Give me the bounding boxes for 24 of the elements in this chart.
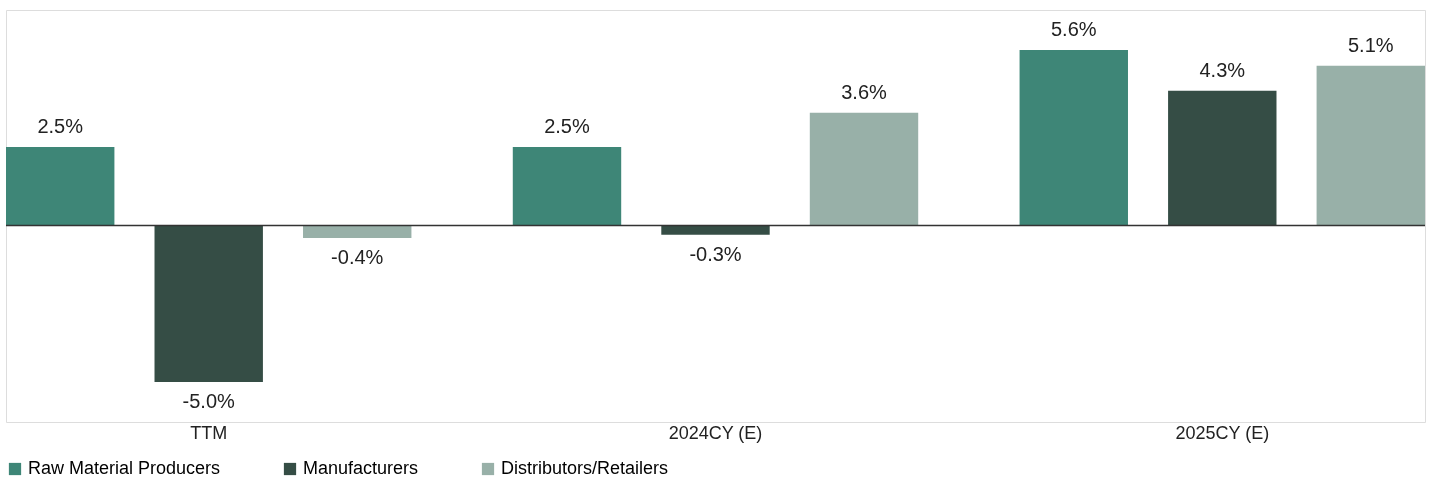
bar <box>1168 90 1277 226</box>
x-tick-label: 2025CY (E) <box>1175 422 1270 443</box>
bar <box>6 147 115 226</box>
bar <box>809 112 919 226</box>
data-label: 4.3% <box>1199 58 1246 81</box>
data-label: 2.5% <box>544 115 590 138</box>
data-label: 5.6% <box>1050 18 1097 40</box>
bar <box>303 225 412 238</box>
x-tick-label: 2024CY (E) <box>668 422 763 443</box>
data-label: 3.6% <box>841 80 888 103</box>
legend-label: Raw Material Producers <box>28 458 221 478</box>
bar <box>661 225 770 235</box>
data-label: 2.5% <box>37 115 84 138</box>
legend-label: Manufacturers <box>303 458 419 478</box>
data-label: -0.4% <box>331 245 384 268</box>
legend-label: Distributors/Retailers <box>501 458 669 478</box>
data-label: 5.1% <box>1348 33 1394 56</box>
x-tick-label: TTM <box>190 422 228 443</box>
data-label: -0.3% <box>689 242 742 265</box>
bar <box>512 147 622 226</box>
bar <box>154 225 263 382</box>
bar <box>1019 50 1128 226</box>
bar <box>1316 65 1425 226</box>
data-label: -5.0% <box>182 390 236 412</box>
